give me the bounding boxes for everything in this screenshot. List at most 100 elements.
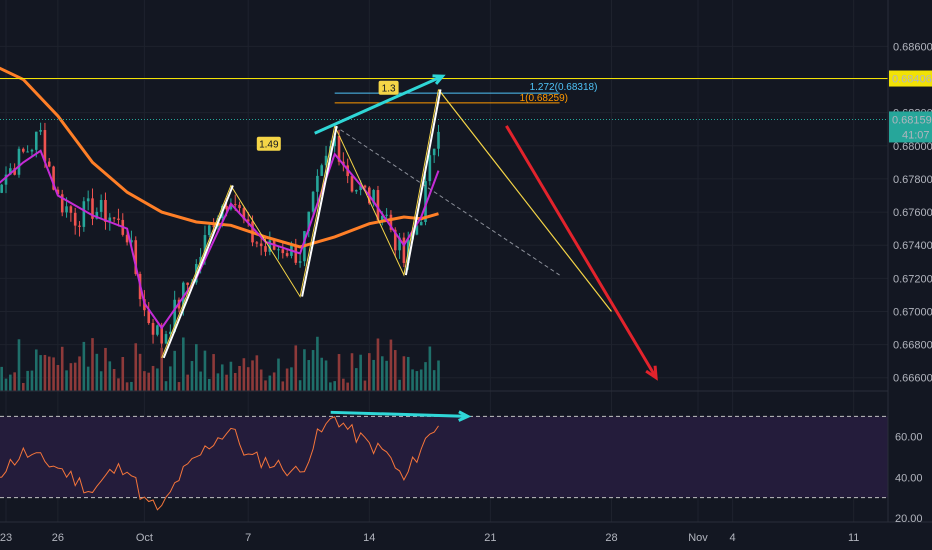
volume-bar [199, 371, 202, 391]
moving-average-slow [0, 66, 439, 249]
volume-bar [52, 357, 55, 391]
candle-body [350, 176, 354, 192]
rsi-divergence-arrow [330, 410, 472, 422]
harmonic-pattern-line [161, 89, 439, 359]
arrow-head [458, 410, 472, 422]
volume-bar [225, 374, 228, 391]
volume-bar [151, 365, 155, 391]
candle-body [4, 174, 8, 185]
volume-bar [402, 356, 406, 391]
volume-bar [255, 355, 259, 391]
candle-body [385, 214, 388, 216]
candle-body [415, 225, 419, 235]
volume-bar [0, 366, 3, 391]
fib-1272-label: 1.272(0.68318) [530, 82, 598, 93]
ratio-badge-2: 1.3 [378, 80, 399, 95]
time-tick-label: 28 [605, 532, 617, 544]
volume-bar [125, 382, 129, 391]
volume-bar [143, 371, 146, 391]
candle-body [9, 168, 12, 175]
volume-bar [290, 367, 293, 391]
candle-body [73, 212, 77, 226]
volume-bar [424, 362, 427, 391]
candle-body [65, 206, 68, 213]
candle-body [212, 225, 215, 227]
volume-bar [411, 369, 414, 391]
resistance-price-tag: 0.68406 [889, 70, 932, 87]
current-price-tag-box [889, 111, 932, 143]
bar-countdown: 41:07 [902, 129, 930, 141]
volume-bar [4, 378, 8, 391]
rsi-tick-label: 40.00 [895, 472, 923, 484]
candle-body [151, 323, 155, 335]
candle-body [164, 334, 168, 344]
volume-bar [246, 367, 250, 391]
volume-bar [220, 364, 224, 391]
volume-bar [138, 353, 142, 391]
candle-body [56, 189, 60, 195]
candle-body [26, 151, 29, 153]
volume-bar [428, 346, 432, 391]
candle-body [355, 190, 358, 192]
impulse-leg [301, 125, 338, 297]
volume-bar [13, 372, 16, 391]
volume-bar [294, 345, 298, 391]
candle-body [147, 310, 151, 324]
time-tick-label: 26 [52, 532, 64, 544]
volume-bar [17, 339, 21, 391]
rsi-tick-label: 60.00 [895, 432, 923, 444]
volume-bar [320, 357, 324, 391]
arrow-head [432, 74, 446, 85]
candle-body [432, 148, 436, 156]
candle-body [376, 190, 380, 221]
arrow-shaft [314, 74, 444, 135]
volume-bar [164, 381, 168, 391]
candle-body [285, 253, 289, 256]
candle-body [60, 194, 64, 213]
volume-bar [104, 347, 107, 391]
candle-body [233, 204, 237, 206]
time-axis[interactable]: 23 26 Oct 7 14 21 28 Nov 4 11 [0, 532, 859, 544]
volume-bar [415, 371, 419, 391]
volume-bar [56, 364, 60, 391]
volume-bar [169, 366, 172, 391]
price-tick-label: 0.67400 [893, 240, 932, 252]
volume-bar [350, 353, 354, 391]
volume-bar [216, 373, 220, 391]
resistance-price-tag-box [889, 70, 932, 87]
volume-bar [285, 368, 289, 391]
time-tick-label: Nov [688, 532, 708, 544]
volume-bar [212, 354, 215, 391]
ratio-badge-2-box [378, 80, 399, 95]
candle-body [52, 166, 55, 190]
volume-bar [34, 349, 38, 391]
volume-bar [242, 358, 246, 391]
current-price-tag-text: 0.68159 [892, 114, 932, 126]
ratio-badge-1-text: 1.49 [259, 140, 279, 151]
volume-bar [186, 374, 189, 391]
candle-body [389, 214, 393, 230]
volume-bar [207, 378, 211, 391]
rsi-axis[interactable]: 60.00 40.00 20.00 [895, 432, 923, 525]
volume-bar [329, 382, 332, 391]
volume-bar [30, 370, 34, 391]
candle-body [112, 217, 116, 219]
ratio-badge-2-text: 1.3 [382, 84, 396, 95]
volume-bar [47, 356, 51, 391]
candle-body [229, 204, 233, 210]
volume-bar [65, 370, 68, 391]
volume-bar [229, 361, 233, 391]
candle-body [156, 325, 159, 335]
candle-body [402, 237, 406, 263]
candle-body [316, 175, 319, 192]
volume-bar [99, 371, 103, 391]
price-tick-label: 0.68600 [893, 41, 932, 53]
candle-body [307, 211, 311, 232]
price-tick-label: 0.67200 [893, 273, 932, 285]
candle-body [372, 190, 375, 204]
volume-bar [26, 370, 29, 391]
volume-bar [95, 353, 99, 391]
ratio-badge-1-box [256, 136, 281, 151]
volume-bar [43, 354, 47, 391]
